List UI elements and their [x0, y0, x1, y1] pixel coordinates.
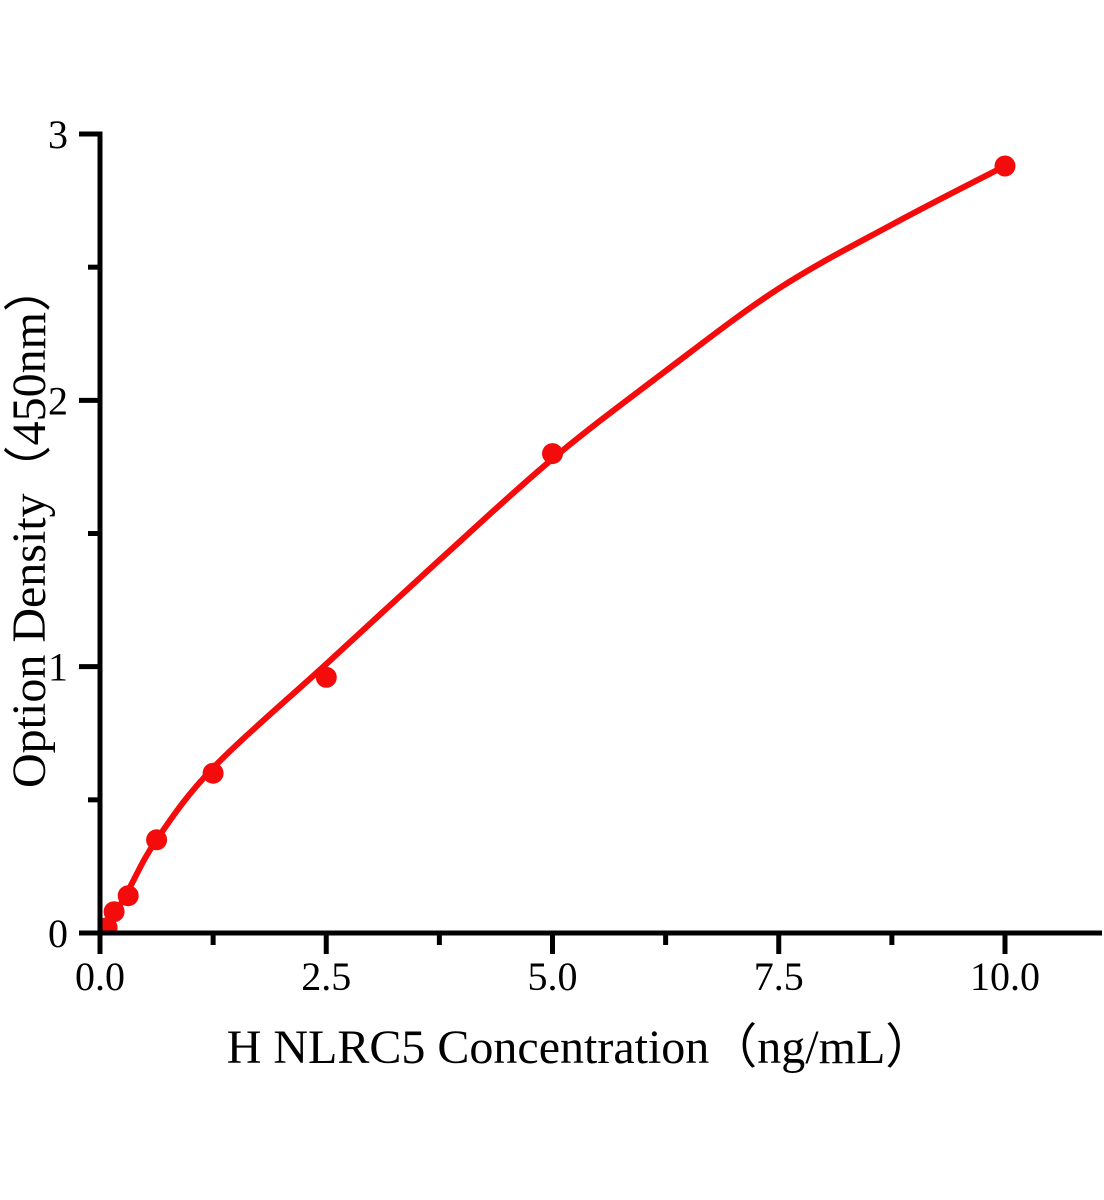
y-tick-label: 2 — [48, 378, 68, 423]
data-point — [542, 443, 563, 465]
data-point — [994, 155, 1016, 177]
x-tick-label: 5.0 — [528, 954, 578, 999]
data-point — [103, 901, 125, 923]
data-point — [146, 829, 168, 851]
y-axis-title: Option Density（450nm） — [3, 264, 56, 788]
data-point — [117, 885, 139, 907]
x-tick-label: 10.0 — [970, 954, 1040, 999]
data-point — [202, 762, 224, 784]
fit-curve — [102, 163, 1007, 931]
x-tick-label: 7.5 — [754, 954, 804, 999]
y-tick-label: 1 — [48, 645, 68, 690]
x-tick-label: 0.0 — [75, 954, 125, 999]
x-axis-title: H NLRC5 Concentration（ng/mL） — [226, 1021, 934, 1074]
y-tick-label: 0 — [48, 911, 68, 956]
data-point — [315, 666, 337, 688]
y-tick-label: 3 — [48, 112, 68, 157]
x-tick-label: 2.5 — [301, 954, 351, 999]
